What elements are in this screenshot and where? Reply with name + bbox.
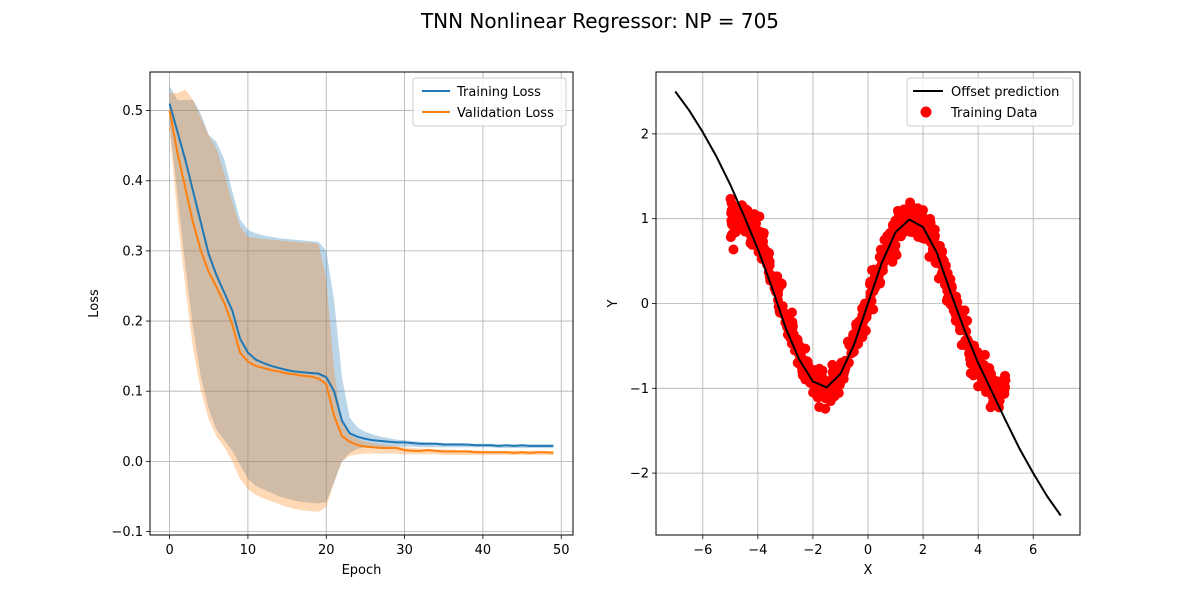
training-data-point bbox=[887, 256, 898, 267]
loss-chart-y-tick-label: 0.4 bbox=[122, 174, 143, 189]
loss-chart-y-tick-label: −0.1 bbox=[111, 525, 143, 540]
training-data-point bbox=[728, 244, 739, 255]
training-data-point bbox=[802, 356, 813, 367]
regression-chart-y-tick-label: 2 bbox=[641, 127, 649, 142]
training-data-point bbox=[899, 204, 910, 215]
loss-chart-y-ticks: −0.1 0.0 0.1 0.2 0.3 0.4 0.5 bbox=[111, 104, 150, 540]
loss-chart-y-axis-label: Loss bbox=[87, 289, 102, 318]
loss-chart-y-tick-label: 0.5 bbox=[122, 104, 143, 119]
legend-swatch-training-data bbox=[920, 106, 932, 118]
training-data-point bbox=[782, 309, 793, 320]
regression-chart-x-tick-label: 6 bbox=[1029, 543, 1037, 558]
training-data-point bbox=[933, 273, 944, 284]
regression-chart-x-axis-label: X bbox=[864, 563, 873, 578]
regression-chart-grid bbox=[656, 72, 1080, 535]
loss-chart: 0 10 20 30 40 50 −0.1 0.0 0.1 0.2 0.3 0.4 0.5 Epoch… bbox=[87, 71, 574, 578]
training-data-point bbox=[792, 335, 803, 346]
regression-chart-y-ticks: −2 −1 0 1 2 bbox=[630, 127, 656, 482]
regression-chart-x-tick-label: −2 bbox=[803, 543, 822, 558]
regression-chart: −6 −4 −2 0 2 4 6 −2 −1 0 1 2 X Y Offset prediction… bbox=[606, 71, 1081, 578]
training-data-point bbox=[827, 359, 838, 370]
loss-chart-x-tick-label: 40 bbox=[475, 543, 492, 558]
regression-chart-x-ticks: −6 −4 −2 0 2 4 6 bbox=[693, 535, 1037, 558]
training-data-point bbox=[979, 349, 990, 360]
loss-chart-y-tick-label: 0.0 bbox=[122, 455, 143, 470]
offset-prediction-line bbox=[674, 90, 1062, 517]
training-data-point bbox=[787, 320, 798, 331]
training-data-point bbox=[889, 246, 900, 257]
regression-chart-y-tick-label: −2 bbox=[630, 467, 649, 482]
regression-chart-x-tick-label: −4 bbox=[748, 543, 767, 558]
training-data-point bbox=[914, 226, 925, 237]
loss-chart-y-tick-label: 0.3 bbox=[122, 244, 143, 259]
regression-chart-lines bbox=[674, 90, 1062, 517]
loss-chart-x-tick-label: 30 bbox=[396, 543, 413, 558]
training-data-point bbox=[798, 369, 809, 380]
loss-chart-y-tick-label: 0.2 bbox=[122, 315, 143, 330]
regression-chart-x-tick-label: 4 bbox=[974, 543, 982, 558]
training-data-point bbox=[772, 271, 783, 282]
training-data-point bbox=[1000, 370, 1011, 381]
loss-chart-legend: Training Loss Validation Loss bbox=[412, 77, 567, 127]
training-data-point bbox=[750, 218, 761, 229]
training-data-point bbox=[833, 387, 844, 398]
training-data-point bbox=[814, 402, 825, 413]
regression-chart-x-tick-label: 2 bbox=[919, 543, 927, 558]
legend-label-training-loss: Training Loss bbox=[456, 85, 541, 100]
regression-chart-x-tick-label: −6 bbox=[693, 543, 712, 558]
training-data-point bbox=[992, 378, 1003, 389]
regression-chart-legend: Offset prediction Training Data bbox=[906, 77, 1074, 127]
legend-label-validation-loss: Validation Loss bbox=[457, 106, 554, 121]
legend-label-training-data: Training Data bbox=[950, 106, 1037, 121]
validation-loss-line bbox=[168, 110, 554, 454]
training-data-point bbox=[738, 224, 749, 235]
validation-loss-band bbox=[169, 89, 554, 512]
training-data-point bbox=[985, 402, 996, 413]
regression-chart-y-tick-label: −1 bbox=[630, 382, 649, 397]
training-loss-line bbox=[168, 103, 554, 447]
loss-chart-x-tick-label: 10 bbox=[240, 543, 257, 558]
loss-chart-x-tick-label: 0 bbox=[165, 543, 173, 558]
training-data-point bbox=[866, 265, 877, 276]
training-data-point bbox=[908, 211, 919, 222]
legend-box bbox=[412, 77, 567, 127]
loss-chart-x-ticks: 0 10 20 30 40 50 bbox=[165, 535, 570, 558]
legend-label-offset-prediction: Offset prediction bbox=[951, 85, 1059, 100]
figure-title: TNN Nonlinear Regressor: NP = 705 bbox=[420, 9, 779, 33]
regression-chart-y-tick-label: 1 bbox=[641, 212, 649, 227]
regression-chart-y-tick-label: 0 bbox=[641, 297, 649, 312]
loss-chart-x-axis-label: Epoch bbox=[342, 563, 382, 578]
training-data-point bbox=[725, 232, 736, 243]
training-data-point bbox=[865, 276, 876, 287]
training-data-point bbox=[725, 193, 736, 204]
loss-chart-x-tick-label: 50 bbox=[553, 543, 570, 558]
training-data-point bbox=[825, 375, 836, 386]
loss-chart-x-tick-label: 20 bbox=[318, 543, 335, 558]
loss-chart-y-tick-label: 0.1 bbox=[122, 385, 143, 400]
loss-chart-frame bbox=[149, 71, 574, 536]
loss-chart-bands bbox=[169, 86, 554, 512]
training-data-point bbox=[732, 213, 743, 224]
training-data-point bbox=[774, 280, 785, 291]
training-data-points bbox=[725, 193, 1011, 414]
regression-chart-x-tick-label: 0 bbox=[864, 543, 872, 558]
training-data-point bbox=[823, 388, 834, 399]
training-data-point bbox=[930, 230, 941, 241]
training-data-point bbox=[895, 231, 906, 242]
legend-box bbox=[906, 77, 1074, 127]
regression-chart-y-axis-label: Y bbox=[606, 299, 621, 308]
training-data-point bbox=[875, 277, 886, 288]
training-loss-band bbox=[169, 86, 554, 504]
loss-chart-lines bbox=[168, 103, 554, 454]
